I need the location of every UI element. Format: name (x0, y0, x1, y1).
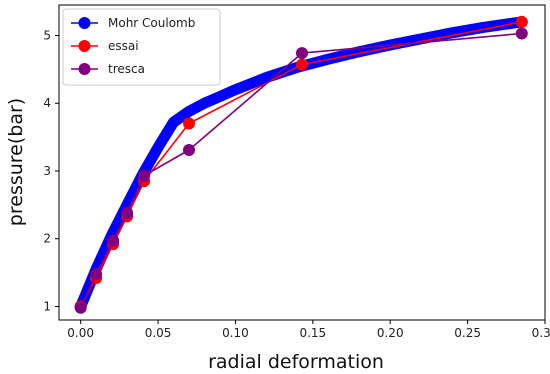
legend-swatch-marker (78, 63, 91, 75)
y-tick-label: 1 (43, 299, 51, 313)
data-point (121, 206, 134, 219)
data-point (296, 58, 308, 71)
legend-box (62, 8, 221, 86)
series-tresca (74, 27, 528, 314)
data-point (183, 143, 196, 156)
legend-item-mohr-coulomb: Mohr Coulomb (71, 16, 195, 30)
data-point (183, 117, 196, 130)
data-point (90, 267, 103, 280)
x-tick-label: 0.20 (377, 326, 404, 340)
data-point (515, 15, 528, 28)
y-tick-label: 3 (43, 164, 51, 178)
data-point (296, 47, 308, 60)
legend-swatch-marker (78, 40, 91, 52)
x-tick-label: 0.10 (222, 326, 249, 340)
legend-swatch-marker (78, 17, 91, 29)
chart-marks (74, 15, 528, 314)
x-tick-label: 0.30 (532, 326, 550, 340)
axis-ticks: 0.00 0.05 0.10 0.15 0.20 0.25 0.30 1 2 3 4 5 (43, 28, 550, 340)
legend-label: tresca (108, 62, 145, 76)
data-point (515, 27, 528, 40)
data-point (74, 301, 87, 314)
legend-item-tresca: tresca (71, 62, 145, 76)
legend: Mohr Coulomb essai tresca (62, 8, 221, 86)
x-axis-label: radial deformation (208, 351, 384, 373)
legend-items: Mohr Coulomb essai tresca (71, 16, 195, 76)
data-point (107, 234, 120, 247)
series-line (75, 16, 528, 312)
series-line (79, 32, 522, 309)
y-axis-label: pressure(bar) (5, 98, 27, 226)
data-point (138, 169, 151, 182)
legend-item-essai: essai (71, 39, 139, 53)
y-tick-label: 5 (43, 28, 51, 42)
legend-label: Mohr Coulomb (108, 16, 195, 30)
legend-label: essai (108, 39, 139, 53)
y-tick-label: 2 (43, 232, 51, 246)
y-tick-label: 4 (43, 96, 51, 110)
plot-frame (58, 4, 546, 321)
x-tick-label: 0.00 (67, 326, 94, 340)
x-tick-label: 0.25 (454, 326, 481, 340)
x-tick-label: 0.05 (145, 326, 172, 340)
x-tick-label: 0.15 (299, 326, 326, 340)
